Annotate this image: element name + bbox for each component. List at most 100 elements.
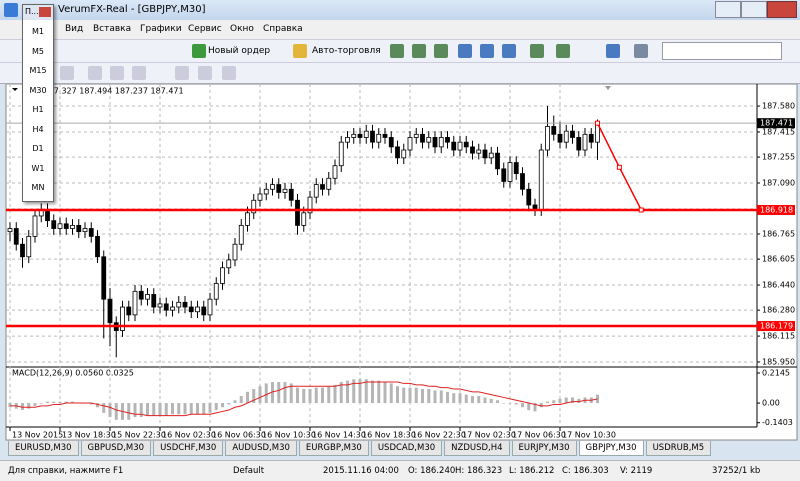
macd-bar	[289, 383, 293, 404]
y-tick-label: 186.765	[762, 230, 795, 239]
y-tick-label: 186.280	[762, 306, 795, 315]
macd-bar	[489, 398, 493, 404]
x-tick-label: 16 Nov 14:30	[312, 431, 366, 440]
macd-bar	[189, 403, 193, 415]
timeframe-item[interactable]: M5	[32, 46, 44, 56]
candle-body	[238, 224, 244, 245]
close-button[interactable]	[767, 1, 797, 18]
y-tick-label: 186.605	[762, 255, 795, 264]
candle-body	[151, 294, 157, 308]
timeframe-item[interactable]: M1	[32, 27, 44, 36]
candle-body	[126, 306, 132, 316]
new-order-icon	[192, 44, 206, 58]
candle-body	[463, 141, 469, 148]
timeframe-item[interactable]: W1	[31, 163, 45, 173]
chart-tab[interactable]: EURJPY,M30	[511, 441, 577, 456]
candle-body	[88, 228, 94, 237]
maximize-button[interactable]	[741, 1, 767, 18]
macd-bar	[277, 382, 281, 404]
timeframe-popup: П... M1 M5 M15 M30 H1 H4 D1 W1 MN	[22, 4, 54, 202]
status-profile: Default	[233, 466, 265, 476]
timeframe-item[interactable]: H1	[32, 105, 44, 114]
chart-menu-arrow[interactable]	[12, 88, 18, 91]
chart-tab[interactable]: AUDUSD,M30	[225, 441, 297, 456]
level-label: 186.918	[760, 205, 793, 214]
macd-bar	[114, 403, 118, 420]
timeframe-item[interactable]: D1	[32, 144, 44, 153]
chart-tab[interactable]: EURUSD,M30	[8, 441, 79, 456]
macd-bar	[464, 394, 468, 404]
menu-item[interactable]: Окно	[230, 24, 254, 34]
candle-body	[426, 137, 432, 143]
candle-body	[326, 177, 332, 190]
bid-label-box	[757, 118, 795, 129]
macd-bar	[164, 403, 168, 416]
candle-body	[101, 256, 107, 300]
chart-tab[interactable]: EURGBP,M30	[298, 441, 369, 456]
candle-body	[582, 133, 588, 151]
menu-item[interactable]: Справка	[263, 24, 303, 34]
candle-body	[470, 146, 475, 154]
candle-body	[76, 224, 82, 233]
menu-item[interactable]: Вставка	[93, 24, 132, 34]
chart-tab[interactable]: NZDUSD,H4	[444, 441, 510, 456]
chart-tab[interactable]: GBPJPY,M30	[578, 441, 644, 456]
minimize-button[interactable]	[715, 1, 741, 18]
macd-bar	[196, 403, 199, 415]
new-order-button[interactable]: Новый ордер	[208, 46, 271, 56]
candle-body	[413, 133, 419, 138]
macd-bar	[208, 403, 212, 413]
chart-tab[interactable]: USDCAD,M30	[370, 441, 443, 456]
menu-item[interactable]: Сервис	[188, 24, 222, 34]
y-tick-label: 187.090	[762, 178, 795, 187]
status-close: C: 186.303	[562, 466, 609, 476]
candle-body	[388, 137, 394, 148]
candle-body	[182, 301, 188, 308]
menu-item[interactable]: Вид	[65, 24, 84, 34]
level-label-box	[757, 321, 795, 332]
candle-body	[438, 137, 444, 148]
auto-trading-icon	[293, 44, 307, 58]
macd-bar	[252, 389, 256, 404]
macd-bar	[46, 401, 49, 404]
timeframe-item[interactable]: M15	[29, 66, 47, 75]
macd-bar	[296, 387, 299, 404]
chart-tab[interactable]: GBPUSD,M30	[80, 441, 152, 456]
timeframe-item[interactable]: M30	[29, 85, 47, 95]
auto-trading-button[interactable]: Авто-торговля	[312, 46, 381, 56]
chart-tab[interactable]: USDRUB,M5	[645, 441, 712, 456]
status-time: 2015.11.16 04:00	[323, 466, 399, 476]
macd-bar	[171, 403, 174, 415]
candle-body	[420, 133, 425, 143]
macd-bar	[408, 387, 412, 404]
candle-body	[32, 215, 38, 237]
candle-body	[226, 259, 232, 269]
timeframe-item[interactable]: H4	[32, 124, 44, 134]
macd-bar	[58, 401, 62, 404]
macd-bar	[33, 403, 37, 406]
menu-item[interactable]: Графики	[140, 24, 182, 34]
candle-body	[457, 141, 463, 151]
level-label-box	[757, 204, 795, 215]
candle-body	[513, 162, 519, 174]
candle-body	[157, 303, 163, 308]
macd-bar	[27, 403, 31, 409]
macd-header: MACD(12,26,9) 0.0560 0.0325	[12, 369, 134, 378]
y-tick-label: 186.440	[762, 281, 795, 290]
search-box[interactable]	[662, 42, 782, 60]
macd-bar	[414, 387, 418, 404]
candle-body	[570, 130, 575, 138]
timeframe-item[interactable]: MN	[31, 183, 45, 192]
candle-body	[488, 152, 494, 159]
candle-body	[82, 228, 88, 233]
macd-bar	[521, 403, 524, 408]
macd-bar	[402, 387, 406, 404]
popup-close[interactable]	[39, 7, 51, 17]
candle-body	[163, 303, 169, 311]
candle-body	[401, 149, 407, 159]
chart-tab[interactable]: USDCHF,M30	[153, 441, 224, 456]
macd-bar	[427, 389, 431, 404]
status-help: Для справки, нажмите F1	[8, 466, 124, 476]
level-label: 186.179	[760, 322, 793, 331]
